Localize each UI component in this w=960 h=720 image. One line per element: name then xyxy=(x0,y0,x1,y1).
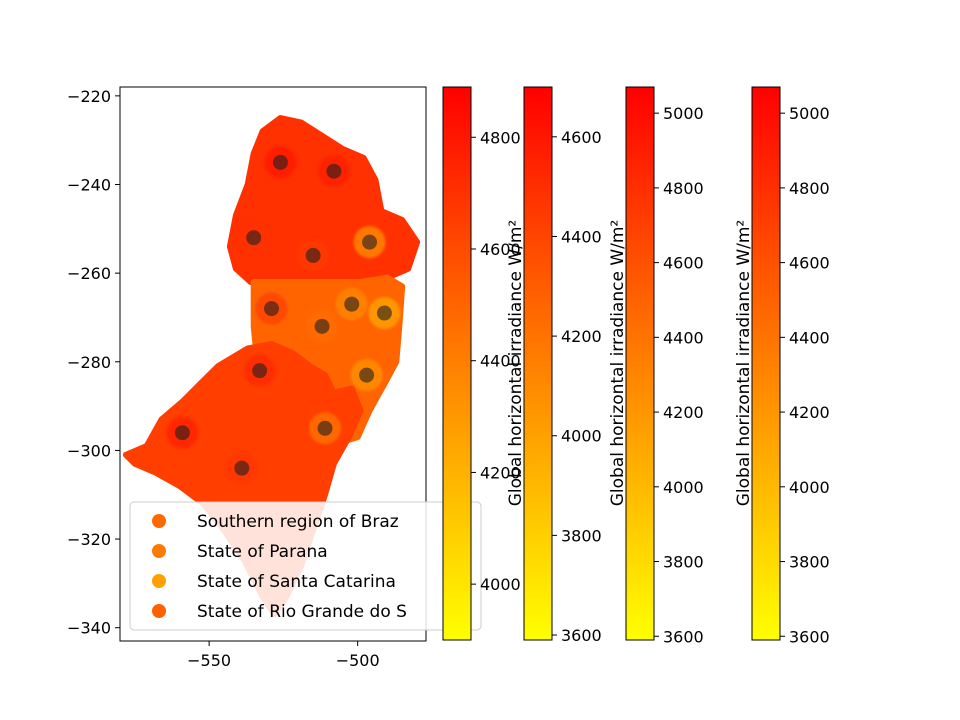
colorbar-tick-label: 4600 xyxy=(663,254,704,273)
sample-point xyxy=(272,154,288,170)
colorbar-tick-label: 3600 xyxy=(663,627,704,646)
sample-point xyxy=(305,247,321,263)
x-tick-label: −550 xyxy=(187,651,231,670)
colorbar-tick-label: 4800 xyxy=(663,179,704,198)
colorbar-tick-label: 4600 xyxy=(561,128,602,147)
points-layer xyxy=(166,146,401,485)
colorbar-tick-label: 4000 xyxy=(480,575,521,594)
sample-point xyxy=(234,460,250,476)
y-tick-label: −340 xyxy=(67,619,111,638)
legend-marker xyxy=(152,574,166,588)
legend-marker xyxy=(152,544,166,558)
legend-frame xyxy=(129,501,482,631)
sample-point xyxy=(246,230,262,246)
colorbar-tick-label: 4400 xyxy=(480,352,521,371)
colorbar-tick-label: 5000 xyxy=(789,104,830,123)
y-tick-label: −260 xyxy=(67,264,111,283)
legend-items: Southern region of Braz State of Parana St… xyxy=(152,512,407,622)
sample-point xyxy=(317,420,333,436)
colorbar-label: Global horizontal irradiance W/m² xyxy=(734,220,754,506)
sample-point xyxy=(252,363,268,379)
legend-label: State of Parana xyxy=(197,542,328,562)
colorbars: 4000 4200 4400 4600 4800 3600 3800 4000 4200 4400… xyxy=(442,86,830,646)
y-tick-label: −300 xyxy=(67,441,111,460)
colorbar-tick-label: 3800 xyxy=(561,526,602,545)
colorbar-gradient xyxy=(751,86,781,641)
colorbar-tick-label: 4200 xyxy=(663,403,704,422)
colorbar-tick-label: 4800 xyxy=(789,179,830,198)
legend-label: Southern region of Braz xyxy=(197,512,399,532)
legend-label: State of Santa Catarina xyxy=(197,572,396,592)
legend-label: State of Rio Grande do S xyxy=(197,602,407,622)
y-tick-label: −220 xyxy=(67,87,111,106)
colorbar-tick-label: 4000 xyxy=(561,427,602,446)
colorbar-tick-label: 4400 xyxy=(561,227,602,246)
colorbar-tick-label: 4600 xyxy=(789,254,830,273)
colorbar-tick-label: 3600 xyxy=(561,626,602,645)
colorbar-gradient xyxy=(442,86,472,641)
legend-marker xyxy=(152,514,166,528)
colorbar-tick-label: 4000 xyxy=(663,478,704,497)
sample-point xyxy=(326,163,342,179)
sample-point xyxy=(174,425,190,441)
y-tick-label: −320 xyxy=(67,530,111,549)
x-tick-label: −500 xyxy=(336,651,380,670)
colorbar-gradient xyxy=(523,86,553,641)
colorbar-label: Global horizontal irradiance W/m² xyxy=(608,220,628,506)
main-axes: −550 −500 −220 −240 −260 −280 −300 −320 −340 So… xyxy=(67,86,482,670)
colorbar-tick-label: 3800 xyxy=(663,553,704,572)
colorbar-tick-label: 5000 xyxy=(663,104,704,123)
colorbar-4: 3600 3800 4000 4200 4400 4600 4800 5000 Global h… xyxy=(734,86,830,646)
colorbar-1: 4000 4200 4400 4600 4800 xyxy=(442,86,521,641)
colorbar-tick-label: 4400 xyxy=(789,328,830,347)
sample-point xyxy=(314,318,330,334)
y-tick-label: −280 xyxy=(67,353,111,372)
legend-marker xyxy=(152,604,166,618)
sample-point xyxy=(344,296,360,312)
colorbar-tick-label: 4200 xyxy=(561,327,602,346)
sample-point xyxy=(376,305,392,321)
main-axes-frame xyxy=(119,86,427,642)
colorbar-3: 3600 3800 4000 4200 4400 4600 4800 5000 Global h… xyxy=(608,86,704,646)
sample-point xyxy=(359,367,375,383)
colorbar-tick-label: 3600 xyxy=(789,627,830,646)
colorbar-tick-label: 4400 xyxy=(663,328,704,347)
y-tick-label: −240 xyxy=(67,176,111,195)
colorbar-tick-label: 4800 xyxy=(480,128,521,147)
colorbar-tick-label: 4200 xyxy=(789,403,830,422)
x-axis: −550 −500 xyxy=(187,641,380,670)
colorbar-tick-label: 4000 xyxy=(789,478,830,497)
colorbar-2: 3600 3800 4000 4200 4400 4600 Global horizonta… xyxy=(506,86,602,645)
colorbar-tick-label: 4600 xyxy=(480,240,521,259)
legend: Southern region of Braz State of Parana St… xyxy=(129,501,482,631)
colorbar-label: Global horizontal irradiance W/m² xyxy=(506,220,526,506)
colorbar-gradient xyxy=(625,86,655,641)
sample-point xyxy=(264,301,280,317)
sample-point xyxy=(362,234,378,250)
colorbar-tick-label: 4200 xyxy=(480,463,521,482)
colorbar-tick-label: 3800 xyxy=(789,553,830,572)
y-axis: −220 −240 −260 −280 −300 −320 −340 xyxy=(67,87,120,638)
